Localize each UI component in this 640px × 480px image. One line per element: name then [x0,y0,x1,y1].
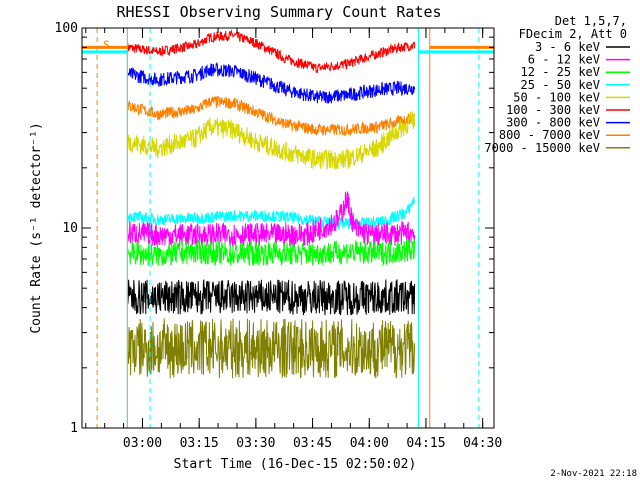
legend-entry-label: 50 - 100 keV [513,90,600,104]
generation-timestamp: 2-Nov-2021 22:18 [550,469,637,479]
x-tick-label: 03:15 [180,436,219,451]
x-tick-label: 03:00 [123,436,162,451]
legend-entry-label: 100 - 300 keV [506,103,600,117]
series-line-7 [126,279,416,316]
x-tick-label: 04:00 [350,436,389,451]
y-axis: 1 10 100 [55,21,494,436]
y-tick-label: 100 [55,21,78,36]
series-line-6 [126,239,416,267]
series-line-5 [126,191,416,249]
x-tick-label: 04:30 [463,436,502,451]
legend-entry-label: 800 - 7000 keV [499,128,600,142]
x-tick-label: 04:15 [406,436,445,451]
series-line-0 [126,29,416,73]
legend-entry-label: 25 - 50 keV [521,78,600,92]
y-tick-label: 10 [62,221,78,236]
series-line-4 [126,196,416,230]
series-line-3 [126,111,416,170]
x-axis: 03:00 03:15 03:30 03:45 04:00 04:15 04:30 [85,28,502,451]
series-line-8 [126,318,416,379]
chart-title: RHESSI Observing Summary Count Rates [116,3,441,21]
legend-entry-label: 300 - 800 keV [506,116,600,130]
marker-layer: S [82,28,494,428]
legend-entry-label: 6 - 12 keV [528,53,600,67]
series-line-2 [126,95,416,137]
series-line-1 [126,61,416,104]
legend-entry-label: 12 - 25 keV [521,65,600,79]
x-tick-label: 03:30 [236,436,275,451]
y-axis-label: Count Rate (s⁻¹ detector⁻¹) [29,122,44,333]
legend-entry-label: 7000 - 15000 keV [484,141,600,155]
x-tick-label: 03:45 [293,436,332,451]
series-layer [126,29,416,379]
x-axis-label: Start Time (16-Dec-15 02:50:02) [174,457,417,472]
legend-header-line-1: Det 1,5,7, [555,14,627,28]
saa-label: S [103,38,110,51]
legend-header-line-2: FDecim 2, Att 0 [519,27,627,41]
legend-entry-label: 3 - 6 keV [535,40,600,54]
y-tick-label: 1 [70,421,78,436]
